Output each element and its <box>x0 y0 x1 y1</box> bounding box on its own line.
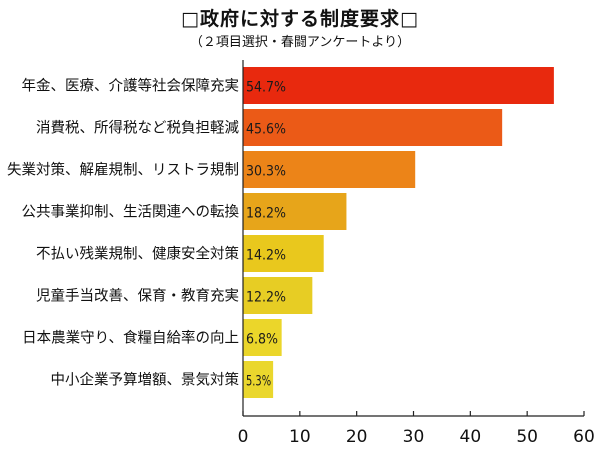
x-tick-label-20: 20 <box>346 427 368 447</box>
category-label-3: 失業対策、解雇規制、リストラ規制 <box>7 162 239 179</box>
category-label-4: 公共事業抑制、生活関連への転換 <box>22 204 240 221</box>
x-tick-label-10: 10 <box>289 427 311 447</box>
value-label-3: 30.3% <box>246 164 286 180</box>
x-tick-label-40: 40 <box>460 427 482 447</box>
bar-7 <box>243 319 282 356</box>
chart-subtitle: （２項目選択・春闘アンケートより） <box>189 35 411 50</box>
value-label-7: 6.8% <box>246 332 278 348</box>
value-label-2: 45.6% <box>246 122 286 138</box>
category-label-2: 消費税、所得税など税負担軽減 <box>36 120 239 137</box>
bar-8 <box>243 361 274 398</box>
bar-5 <box>243 235 324 272</box>
category-label-5: 不払い残業規制、健康安全対策 <box>36 245 239 263</box>
x-tick-label-0: 0 <box>238 427 249 447</box>
chart-title: □政府に対する制度要求□ <box>181 8 419 30</box>
category-label-1: 年金、医療、介護等社会保障充実 <box>22 77 240 95</box>
x-tick-label-60: 60 <box>573 427 595 447</box>
value-label-5: 14.2% <box>246 248 286 264</box>
bar-3 <box>243 151 416 188</box>
x-tick-label-50: 50 <box>516 427 538 447</box>
bar-6 <box>243 277 313 314</box>
bar-2 <box>243 109 503 146</box>
value-label-6: 12.2% <box>246 290 286 306</box>
category-label-8: 中小企業予算増額、景気対策 <box>51 371 240 389</box>
category-label-6: 児童手当改善、保育・教育充実 <box>36 287 239 305</box>
x-tick-label-30: 30 <box>403 427 425 447</box>
value-label-4: 18.2% <box>246 206 286 222</box>
value-label-1: 54.7% <box>246 80 286 96</box>
bar-4 <box>243 193 347 230</box>
value-label-8: 5.3% <box>246 374 271 390</box>
category-label-7: 日本農業守り、食糧自給率の向上 <box>22 330 239 347</box>
bar-1 <box>243 67 554 104</box>
